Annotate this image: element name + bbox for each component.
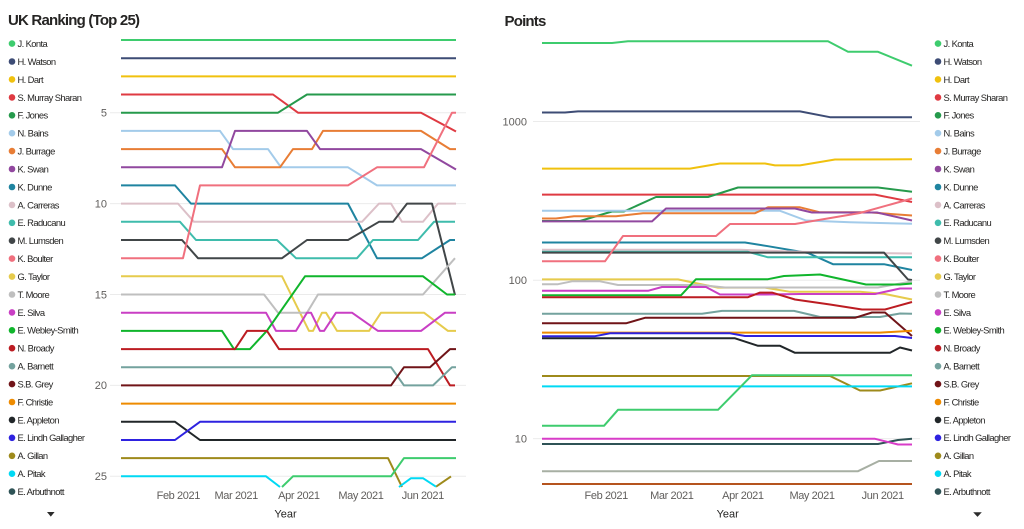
svg-text:E. Arbuthnott: E. Arbuthnott bbox=[944, 486, 991, 497]
svg-text:A. Carreras: A. Carreras bbox=[18, 199, 60, 210]
svg-text:Jun 2021: Jun 2021 bbox=[862, 490, 904, 502]
svg-text:Mar 2021: Mar 2021 bbox=[650, 490, 694, 502]
svg-text:E. Appleton: E. Appleton bbox=[18, 414, 60, 425]
svg-text:S. Murray Sharan: S. Murray Sharan bbox=[944, 92, 1008, 103]
svg-text:K. Dunne: K. Dunne bbox=[944, 181, 979, 192]
svg-text:E. Lindh Gallagher: E. Lindh Gallagher bbox=[18, 432, 85, 443]
svg-text:K. Boulter: K. Boulter bbox=[18, 253, 54, 264]
svg-text:H. Watson: H. Watson bbox=[18, 56, 56, 67]
svg-text:N. Bains: N. Bains bbox=[944, 128, 976, 139]
svg-text:S.B. Grey: S.B. Grey bbox=[944, 379, 980, 390]
svg-text:N. Bains: N. Bains bbox=[18, 128, 50, 139]
svg-text:G. Taylor: G. Taylor bbox=[18, 271, 50, 282]
svg-text:Mar 2021: Mar 2021 bbox=[215, 490, 259, 502]
svg-text:15: 15 bbox=[95, 289, 107, 301]
svg-text:Year: Year bbox=[274, 509, 297, 521]
svg-text:E. Raducanu: E. Raducanu bbox=[18, 217, 66, 228]
svg-text:J. Burrage: J. Burrage bbox=[18, 146, 56, 157]
svg-text:Feb 2021: Feb 2021 bbox=[157, 490, 201, 502]
svg-text:A. Barnett: A. Barnett bbox=[944, 361, 981, 372]
svg-text:T. Moore: T. Moore bbox=[18, 289, 50, 300]
svg-text:20: 20 bbox=[95, 380, 107, 392]
svg-text:J. Konta: J. Konta bbox=[944, 38, 975, 49]
svg-text:Feb 2021: Feb 2021 bbox=[585, 490, 629, 502]
svg-text:A. Gillan: A. Gillan bbox=[18, 450, 48, 461]
svg-text:M. Lumsden: M. Lumsden bbox=[18, 235, 64, 246]
svg-text:A. Barnett: A. Barnett bbox=[18, 361, 55, 372]
svg-text:S. Murray Sharan: S. Murray Sharan bbox=[18, 92, 82, 103]
svg-text:1000: 1000 bbox=[503, 116, 527, 128]
svg-text:5: 5 bbox=[101, 108, 107, 120]
svg-text:Jun 2021: Jun 2021 bbox=[402, 490, 444, 502]
svg-text:E. Webley-Smith: E. Webley-Smith bbox=[944, 325, 1005, 336]
svg-text:Apr 2021: Apr 2021 bbox=[278, 490, 320, 502]
svg-text:E. Webley-Smith: E. Webley-Smith bbox=[18, 325, 79, 336]
svg-text:E. Lindh Gallagher: E. Lindh Gallagher bbox=[944, 432, 1011, 443]
svg-text:K. Dunne: K. Dunne bbox=[18, 181, 53, 192]
svg-text:H. Watson: H. Watson bbox=[944, 56, 982, 67]
svg-text:E. Silva: E. Silva bbox=[944, 307, 972, 318]
svg-text:F. Jones: F. Jones bbox=[944, 110, 975, 121]
svg-text:A. Pitak: A. Pitak bbox=[18, 468, 46, 479]
svg-text:F. Christie: F. Christie bbox=[18, 396, 53, 407]
svg-text:May 2021: May 2021 bbox=[789, 490, 834, 502]
svg-text:UK Ranking (Top 25): UK Ranking (Top 25) bbox=[8, 12, 140, 29]
svg-text:M. Lumsden: M. Lumsden bbox=[944, 235, 990, 246]
svg-text:100: 100 bbox=[509, 275, 527, 287]
svg-text:H. Dart: H. Dart bbox=[18, 74, 44, 85]
svg-text:10: 10 bbox=[95, 198, 107, 210]
svg-text:N. Broady: N. Broady bbox=[18, 343, 55, 354]
svg-text:25: 25 bbox=[95, 471, 107, 483]
svg-text:Year: Year bbox=[717, 509, 740, 521]
svg-text:S.B. Grey: S.B. Grey bbox=[18, 379, 54, 390]
svg-text:K. Swan: K. Swan bbox=[944, 163, 975, 174]
svg-text:Points: Points bbox=[505, 13, 546, 30]
svg-text:E. Arbuthnott: E. Arbuthnott bbox=[18, 486, 65, 497]
svg-text:Apr 2021: Apr 2021 bbox=[722, 490, 764, 502]
svg-text:A. Carreras: A. Carreras bbox=[944, 199, 986, 210]
svg-text:K. Swan: K. Swan bbox=[18, 163, 49, 174]
svg-text:10: 10 bbox=[515, 433, 527, 445]
svg-text:J. Burrage: J. Burrage bbox=[944, 146, 982, 157]
svg-text:N. Broady: N. Broady bbox=[944, 343, 981, 354]
svg-text:K. Boulter: K. Boulter bbox=[944, 253, 980, 264]
svg-text:J. Konta: J. Konta bbox=[18, 38, 49, 49]
svg-text:May 2021: May 2021 bbox=[338, 490, 383, 502]
svg-text:A. Gillan: A. Gillan bbox=[944, 450, 974, 461]
svg-text:H. Dart: H. Dart bbox=[944, 74, 970, 85]
svg-text:E. Appleton: E. Appleton bbox=[944, 414, 986, 425]
svg-text:F. Jones: F. Jones bbox=[18, 110, 49, 121]
svg-text:A. Pitak: A. Pitak bbox=[944, 468, 972, 479]
svg-text:F. Christie: F. Christie bbox=[944, 396, 979, 407]
svg-text:E. Silva: E. Silva bbox=[18, 307, 46, 318]
svg-text:G. Taylor: G. Taylor bbox=[944, 271, 976, 282]
svg-text:T. Moore: T. Moore bbox=[944, 289, 976, 300]
svg-text:E. Raducanu: E. Raducanu bbox=[944, 217, 992, 228]
